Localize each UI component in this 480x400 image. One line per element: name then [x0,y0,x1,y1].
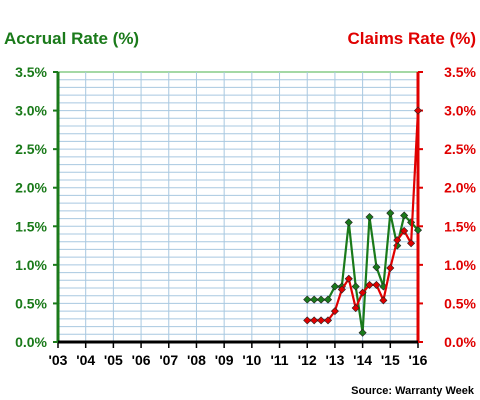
accrual-rate-point [317,295,326,304]
x-tick-label: '11 [270,352,288,368]
right-tick-label: 0.0% [444,334,476,350]
claims-rate-point [393,236,402,245]
claims-rate-point [407,239,416,248]
source-note: Source: Warranty Week [351,385,475,397]
claims-rate-point [337,285,346,294]
claims-rate-point [379,296,388,305]
accrual-rate-point [351,282,360,291]
left-tick-label: 2.5% [15,141,47,157]
x-tick-label: '09 [215,352,234,368]
accrual-rate-point [344,218,353,227]
left-tick-label: 2.0% [15,180,47,196]
claims-rate-point [400,226,409,235]
left-axis-title: Accrual Rate (%) [4,29,139,48]
right-tick-label: 2.5% [444,141,476,157]
accrual-rate-point [310,295,319,304]
claims-rate-point [323,316,333,325]
right-tick-label: 3.0% [444,103,476,119]
claims-rate-point [317,316,326,325]
left-tick-label: 1.0% [15,257,47,273]
x-tick-label: '03 [49,352,68,368]
right-tick-label: 2.0% [444,180,476,196]
x-tick-label: '13 [325,352,344,368]
accrual-rate-point [365,213,374,222]
right-tick-label: 1.0% [444,257,476,273]
left-tick-label: 0.5% [15,295,47,311]
x-tick-label: '07 [159,352,178,368]
right-tick-label: 1.5% [444,218,476,234]
accrual-rate-point [386,209,395,218]
left-tick-label: 3.0% [15,103,47,119]
claims-rate-point [330,307,339,316]
x-tick-label: '06 [132,352,151,368]
accrual-rate-point [330,282,339,291]
claims-rate-point [310,316,319,325]
left-tick-label: 0.0% [15,334,47,350]
accrual-rate-point [400,211,409,220]
x-tick-label: '14 [353,352,372,368]
claims-rate-point [344,274,353,283]
accrual-rate-point [303,295,312,304]
x-tick-label: '15 [381,352,400,368]
claims-rate-point [413,106,423,115]
claims-rate-point [372,280,381,289]
claims-rate-point [303,316,312,325]
left-tick-label: 1.5% [15,218,47,234]
left-tick-label: 3.5% [15,64,47,80]
claims-rate-point [365,280,374,289]
claims-rate-point [386,263,395,272]
accrual-rate-point [323,295,333,304]
x-tick-label: '10 [242,352,261,368]
tick-labels: 0.0% 0.5% 1.0% 1.5% 2.0% 2.5% 3.0% 3.5% 0.0% 0.5%… [15,64,476,368]
accrual-rate-point [413,226,423,235]
x-tick-label: '05 [104,352,123,368]
right-axis-title: Claims Rate (%) [348,29,476,48]
accrual-rate-point [358,328,367,337]
series-layer [303,106,423,337]
right-tick-label: 0.5% [444,295,476,311]
right-tick-label: 3.5% [444,64,476,80]
claims-rate-point [358,288,367,297]
accrual-rate-point [372,263,381,272]
x-tick-label: '16 [409,352,428,368]
x-tick-label: '04 [76,352,95,368]
x-tick-label: '08 [187,352,206,368]
claims-rate-point [351,304,360,313]
x-tick-label: '12 [298,352,317,368]
